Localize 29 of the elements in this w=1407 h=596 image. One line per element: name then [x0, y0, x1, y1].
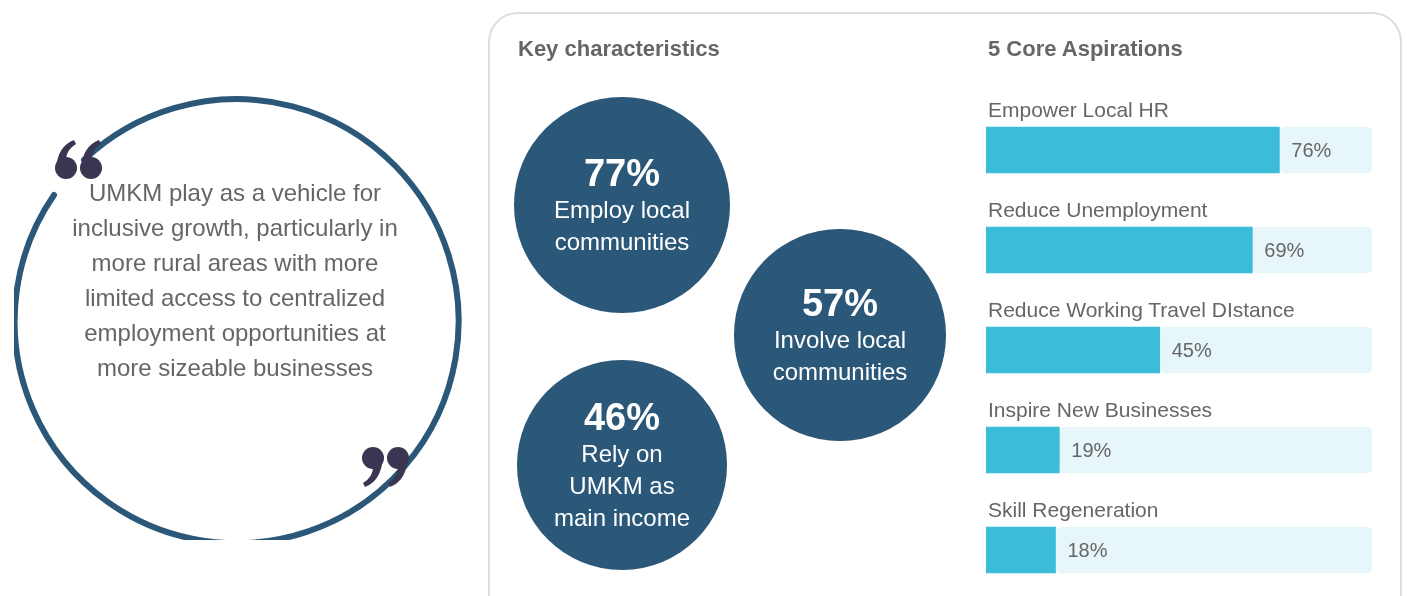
bar	[1055, 526, 1372, 574]
bar	[986, 326, 1161, 374]
category-label: Reduce Working Travel DIstance	[988, 298, 1295, 322]
text: Key characteristics	[518, 36, 720, 62]
data-label: 19%	[1071, 438, 1112, 461]
bar	[986, 126, 1280, 174]
data-label: 18%	[1067, 538, 1108, 561]
bar	[986, 226, 1253, 274]
chart-title: 5 Core Aspirations	[988, 36, 1183, 62]
data-label: 45%	[1171, 338, 1212, 361]
category-label: Employ local communities	[552, 195, 691, 257]
text: UMKM play as a vehicle for inclusive growth, particularly in more rural areas with more limited access to centralized employment opportunities at more sizeable businesses	[71, 178, 399, 383]
data-label: 76%	[1291, 138, 1332, 161]
data-label: 57%	[801, 281, 879, 324]
category-label: Rely on UMKM as main income	[552, 439, 691, 533]
data-label: 46%	[583, 395, 661, 438]
data-label: 77%	[583, 151, 661, 194]
category-label: Involve local communities	[771, 325, 909, 387]
bar	[1059, 426, 1372, 474]
bar	[1279, 126, 1372, 174]
bar	[986, 426, 1060, 474]
bar	[1159, 326, 1372, 374]
bar	[1252, 226, 1372, 274]
category-label: Reduce Unemployment	[988, 198, 1208, 222]
data-label: 69%	[1264, 238, 1305, 261]
category-label: Skill Regeneration	[988, 498, 1159, 522]
category-label: Empower Local HR	[988, 98, 1169, 122]
bar	[986, 526, 1056, 574]
category-label: Inspire New Businesses	[988, 398, 1213, 422]
